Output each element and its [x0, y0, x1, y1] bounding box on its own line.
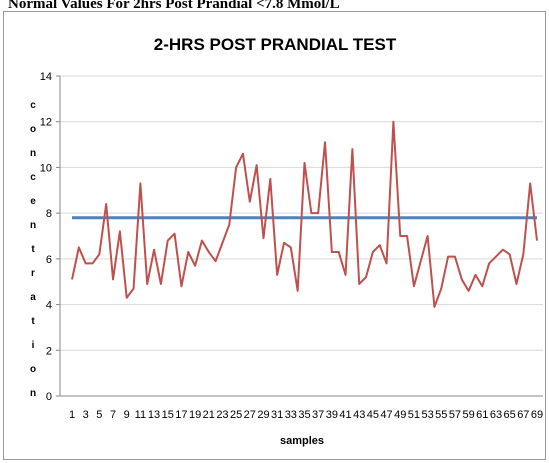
page-header: Normal Values For 2hrs Post Prandial <7.…	[8, 0, 340, 12]
x-tick-label: 19	[189, 409, 201, 421]
x-tick-label: 37	[312, 409, 324, 421]
x-tick-label: 39	[326, 409, 338, 421]
x-tick-label: 49	[394, 409, 406, 421]
chart-title: 2-HRS POST PRANDIAL TEST	[154, 35, 397, 54]
x-tick-label: 15	[162, 409, 174, 421]
x-tick-label: 11	[135, 409, 146, 421]
x-tick-label: 67	[517, 409, 529, 421]
x-tick-label: 23	[216, 409, 228, 421]
x-tick-label: 21	[203, 409, 215, 421]
x-tick-label: 1	[69, 409, 75, 421]
x-tick-label: 55	[435, 409, 447, 421]
y-tick-label: 2	[46, 345, 52, 357]
x-tick-label: 59	[462, 409, 474, 421]
chart-frame	[3, 11, 546, 460]
x-tick-label: 41	[339, 409, 351, 421]
y-tick-label: 14	[40, 71, 52, 83]
y-tick-label: 4	[46, 300, 52, 312]
x-tick-label: 51	[408, 409, 420, 421]
y-axis-label: concentration	[28, 100, 39, 412]
x-tick-label: 13	[148, 409, 160, 421]
x-tick-label: 53	[421, 409, 433, 421]
x-tick-label: 25	[230, 409, 242, 421]
x-tick-label: 35	[298, 409, 310, 421]
x-tick-label: 17	[175, 409, 187, 421]
x-tick-label: 45	[367, 409, 379, 421]
x-tick-label: 31	[271, 409, 283, 421]
y-tick-label: 10	[40, 162, 52, 174]
x-tick-label: 61	[476, 409, 488, 421]
x-tick-label: 65	[504, 409, 516, 421]
x-tick-label: 27	[244, 409, 256, 421]
x-tick-label: 47	[380, 409, 392, 421]
x-tick-label: 29	[257, 409, 269, 421]
x-tick-label: 57	[449, 409, 461, 421]
x-tick-label: 43	[353, 409, 365, 421]
x-tick-label: 5	[96, 409, 102, 421]
x-tick-label: 33	[285, 409, 297, 421]
x-tick-label: 7	[110, 409, 116, 421]
x-axis-label: samples	[280, 435, 324, 447]
x-tick-label: 9	[124, 409, 130, 421]
data-line	[71, 120, 538, 308]
x-tick-label: 63	[490, 409, 502, 421]
y-tick-label: 0	[46, 391, 52, 403]
y-tick-label: 8	[46, 208, 52, 220]
y-tick-label: 12	[40, 117, 52, 129]
x-tick-label: 3	[83, 409, 89, 421]
y-tick-label: 6	[46, 254, 52, 266]
x-tick-label: 69	[531, 409, 543, 421]
